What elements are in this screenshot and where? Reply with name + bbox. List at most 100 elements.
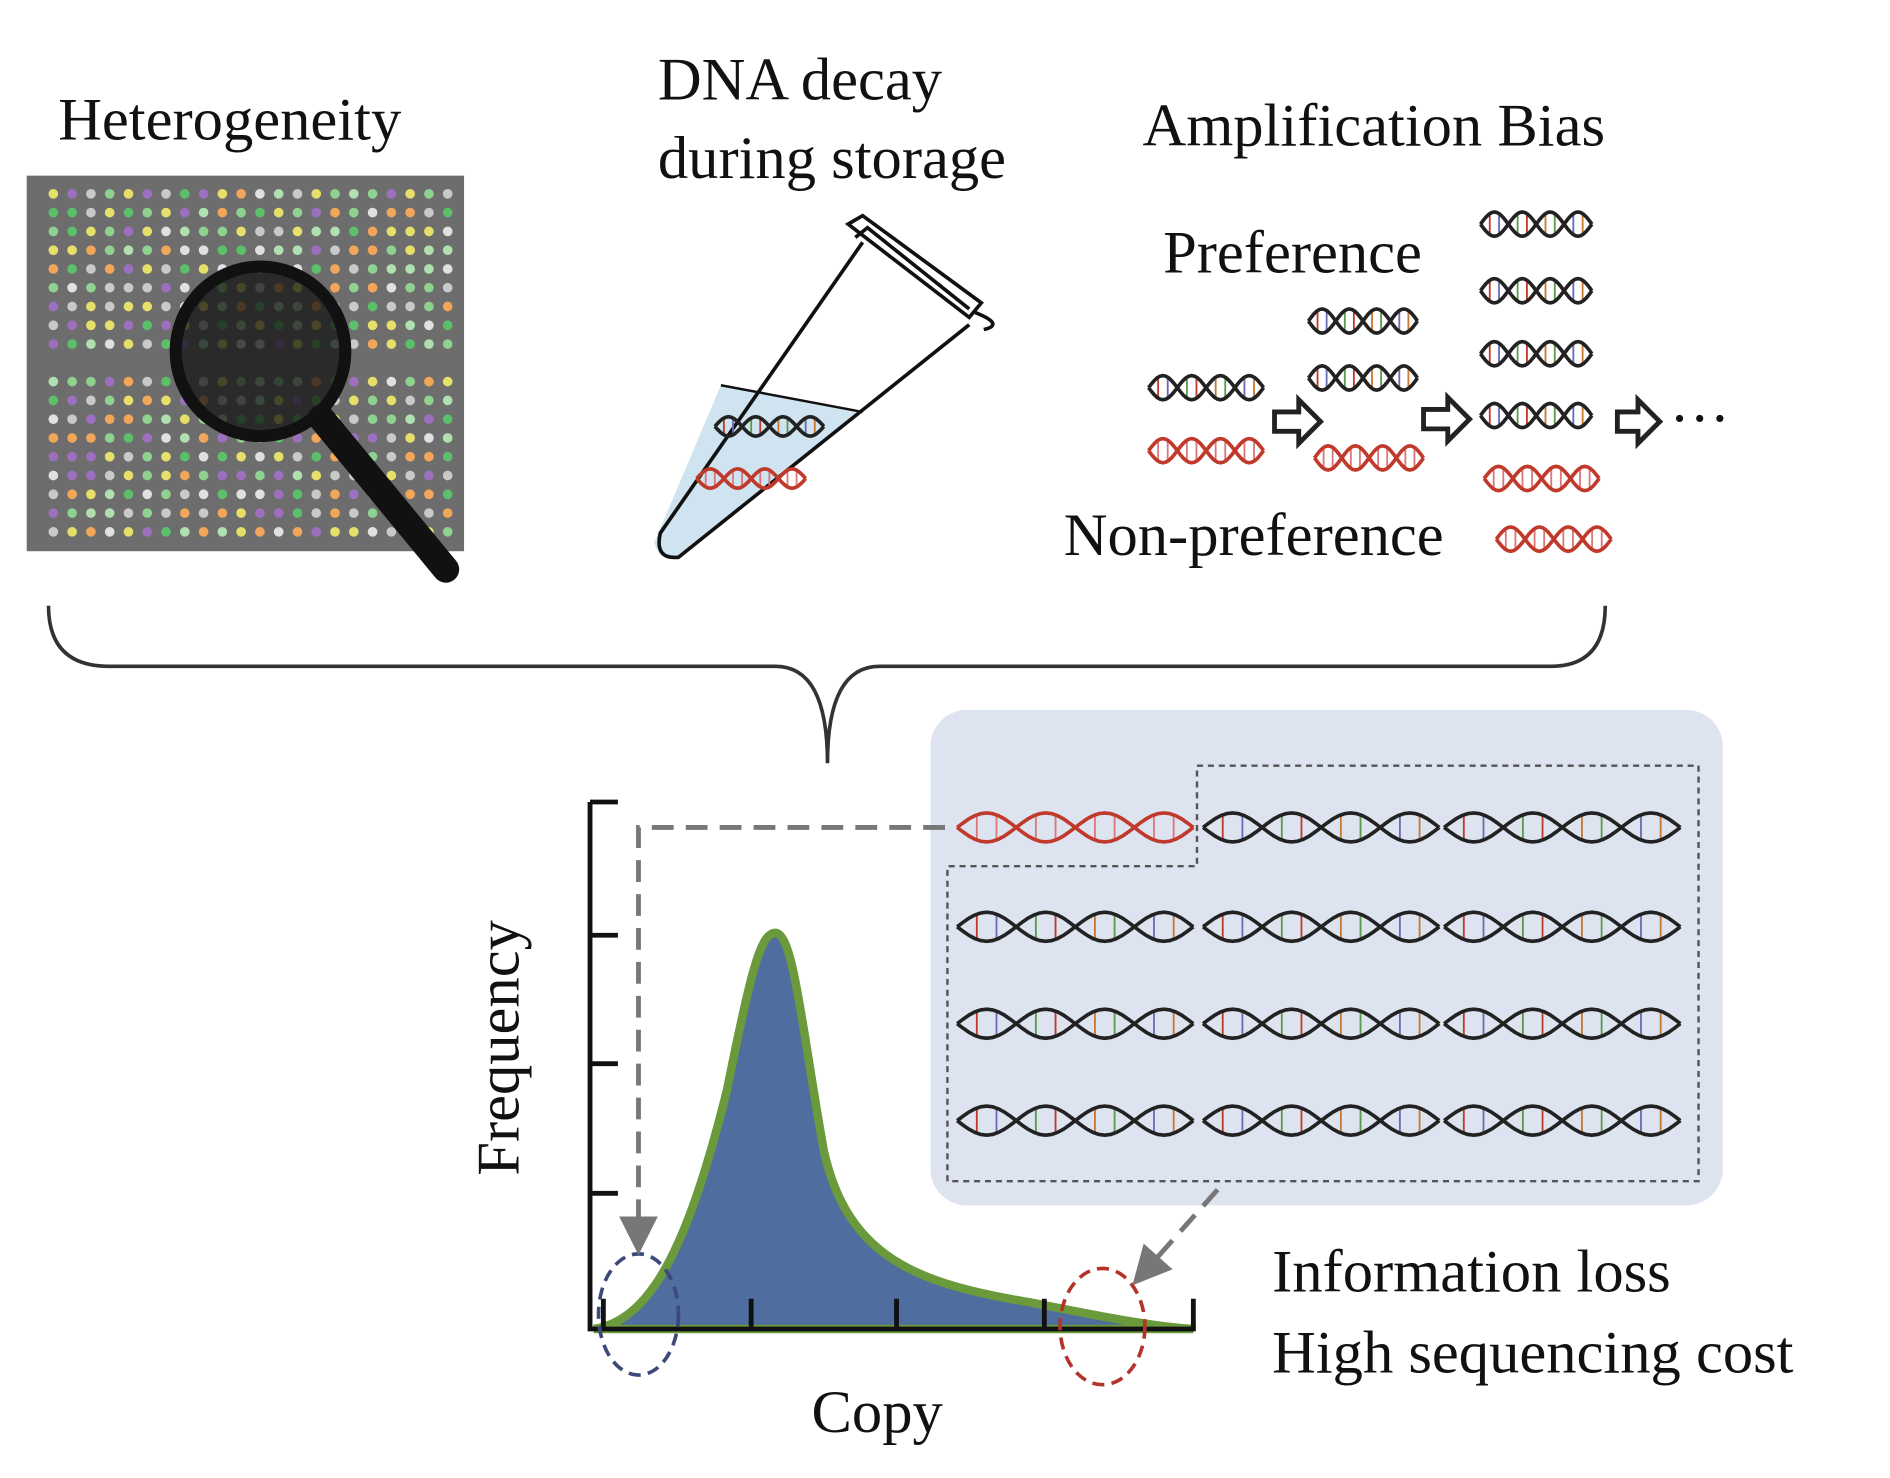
spot (104, 320, 115, 331)
helix (1443, 910, 1682, 944)
spot (48, 376, 59, 387)
magnifier (169, 260, 460, 583)
spot (48, 245, 59, 256)
spot (311, 508, 322, 518)
spot (142, 470, 153, 481)
spot (217, 207, 228, 218)
spot (198, 508, 209, 518)
spot (142, 282, 153, 293)
spot (236, 226, 246, 237)
outcome: High sequencing cost (1272, 1320, 1794, 1387)
spot (217, 526, 228, 537)
spot (179, 451, 190, 462)
spot (48, 264, 59, 274)
spot (161, 339, 171, 349)
helix (1147, 436, 1266, 465)
spot (104, 395, 115, 406)
spot (161, 526, 171, 537)
spot (442, 320, 453, 331)
strand (1201, 811, 1441, 844)
helix (1201, 811, 1441, 844)
spot (198, 526, 209, 537)
spot (179, 245, 190, 256)
spot (67, 245, 77, 256)
spot (123, 245, 134, 256)
spot (273, 188, 284, 199)
spot (67, 376, 77, 387)
spot (442, 282, 453, 293)
spot (255, 226, 265, 237)
spot (367, 282, 378, 293)
spot (123, 376, 134, 387)
spot (405, 245, 415, 256)
spot (273, 226, 284, 237)
spot (348, 282, 359, 293)
helices (695, 210, 1682, 1137)
spot (424, 188, 434, 199)
spot (424, 489, 434, 500)
spot (198, 207, 209, 218)
spot (67, 451, 77, 462)
spot (330, 526, 340, 537)
bracket (46, 605, 1608, 764)
helix (1443, 1104, 1682, 1137)
spot (86, 339, 96, 349)
spot (198, 470, 209, 481)
spot (292, 188, 303, 199)
helix (1313, 443, 1426, 472)
spot (424, 264, 434, 274)
spot (348, 320, 359, 331)
x-axis-label: Copy (812, 1379, 944, 1446)
strand (1479, 401, 1594, 430)
spot (311, 226, 322, 237)
spot (48, 395, 59, 406)
helix (1479, 210, 1594, 239)
spot (217, 433, 228, 443)
spot (161, 207, 171, 218)
spot (48, 451, 59, 462)
spot (367, 395, 378, 406)
spot (123, 526, 134, 537)
spot (123, 489, 134, 500)
spot (236, 245, 246, 256)
spot (86, 207, 96, 218)
spot (442, 339, 453, 349)
spot (104, 301, 115, 312)
spot (142, 526, 153, 537)
spot (330, 245, 340, 256)
spot (48, 301, 59, 312)
spot (104, 245, 115, 256)
spot (86, 264, 96, 274)
spot (442, 489, 453, 500)
spot (405, 376, 415, 387)
spot (442, 207, 453, 218)
spot (424, 451, 434, 462)
spot (104, 414, 115, 425)
continuation: ··· (1669, 386, 1730, 453)
spot (348, 376, 359, 387)
spot (367, 320, 378, 331)
spot (142, 489, 153, 500)
spot (367, 526, 378, 537)
spot (386, 376, 397, 387)
spot (367, 301, 378, 312)
spot (48, 526, 59, 537)
spot (292, 245, 303, 256)
spot (255, 188, 265, 199)
spot (330, 282, 340, 293)
spot (405, 470, 415, 481)
panel-title: Heterogeneity (58, 86, 402, 153)
spot (67, 282, 77, 293)
spot (161, 508, 171, 518)
helix (1443, 1007, 1682, 1041)
spot (367, 226, 378, 237)
helix (1306, 364, 1419, 392)
spot (161, 320, 171, 331)
spot (386, 339, 397, 349)
spot (123, 282, 134, 293)
spot (330, 470, 340, 481)
strand (1201, 1104, 1441, 1137)
helix (1479, 401, 1594, 430)
spot (292, 508, 303, 518)
strand (1147, 436, 1266, 465)
